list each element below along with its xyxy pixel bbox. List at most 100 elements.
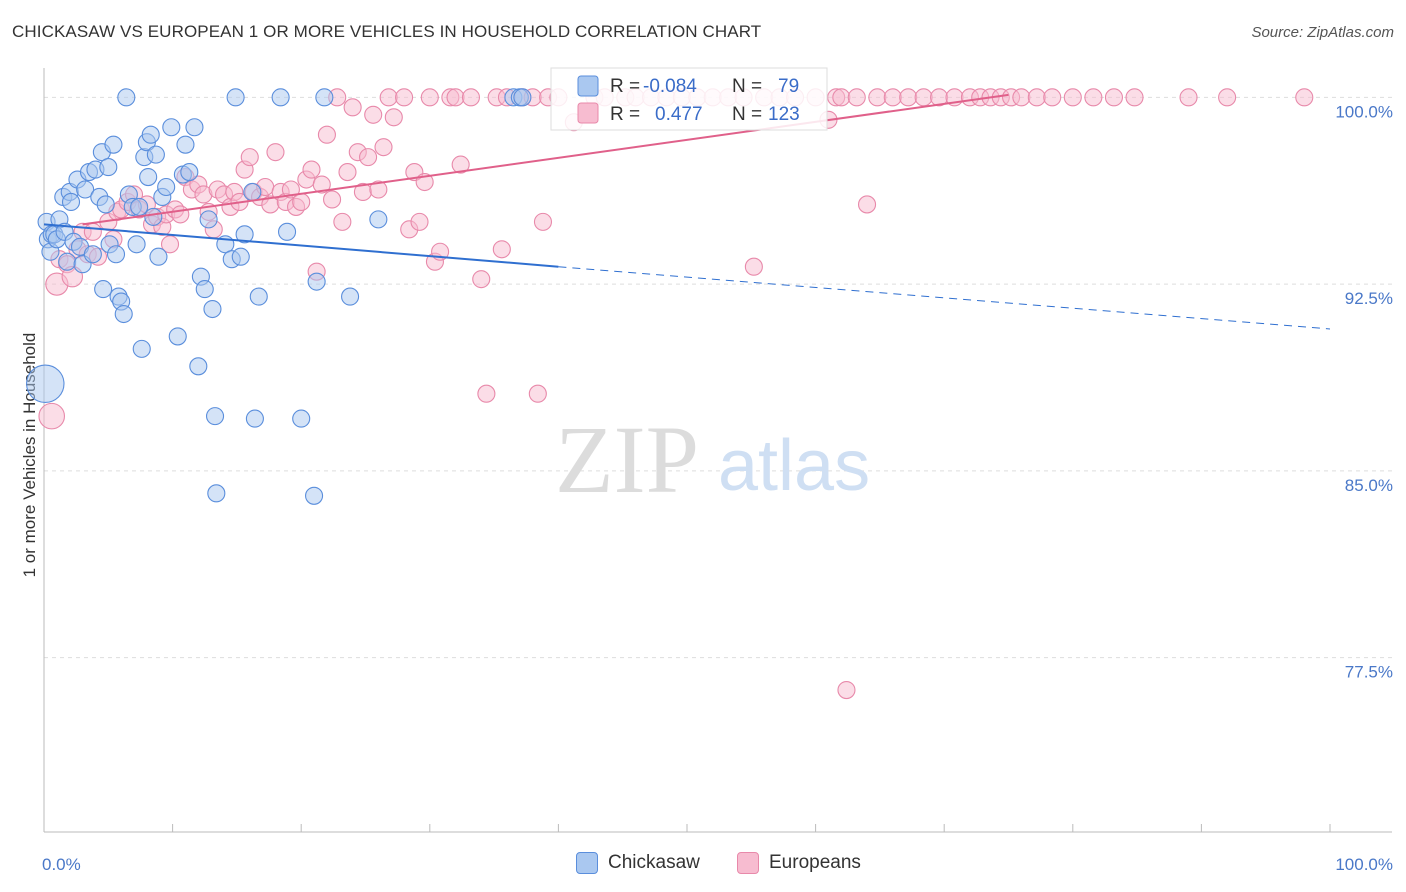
y-tick-label-2: 85.0%: [1345, 476, 1393, 495]
chickasaw-point-68: [271, 88, 290, 107]
europeans-point-24: [171, 205, 190, 224]
europeans-point-69: [410, 212, 429, 231]
y-tick-label-1: 92.5%: [1345, 289, 1393, 308]
europeans-point-132: [1295, 88, 1314, 107]
legend-r-label-europeans: R =: [610, 104, 640, 125]
chickasaw-point-78: [513, 88, 532, 107]
legend-n-value-europeans: 123: [768, 104, 800, 125]
chickasaw-point-62: [226, 88, 245, 107]
europeans-point-112: [868, 88, 887, 107]
chickasaw-point-55: [195, 280, 214, 299]
chickasaw-point-0: [26, 364, 65, 403]
chickasaw-point-53: [189, 357, 208, 376]
chickasaw-point-67: [249, 287, 268, 306]
chickasaw-point-52: [185, 118, 204, 137]
chickasaw-point-19: [83, 245, 102, 264]
chickasaw-point-46: [157, 177, 176, 197]
chickasaw-point-36: [130, 197, 149, 216]
europeans-swatch: [737, 852, 759, 874]
chickasaw-point-12: [61, 192, 81, 211]
legend-item-europeans[interactable]: Europeans: [737, 852, 861, 874]
chickasaw-point-58: [205, 407, 225, 426]
chickasaw-point-24: [96, 195, 115, 214]
europeans-point-52: [317, 125, 336, 144]
legend-item-chickasaw[interactable]: Chickasaw: [576, 852, 700, 874]
series-legend: Chickasaw Europeans: [0, 852, 1406, 878]
europeans-point-123: [1012, 88, 1031, 107]
chickasaw-point-69: [278, 222, 297, 241]
chickasaw-point-51: [180, 163, 199, 182]
chickasaw-point-64: [235, 225, 254, 244]
chart-source: Source: ZipAtlas.com: [1251, 24, 1394, 41]
europeans-point-78: [472, 270, 491, 289]
y-tick-label-3: 77.5%: [1345, 663, 1393, 682]
europeans-point-66: [395, 88, 414, 107]
europeans-point-126: [1063, 88, 1082, 107]
europeans-point-53: [323, 190, 342, 209]
europeans-point-101: [744, 257, 763, 276]
chickasaw-point-73: [315, 88, 334, 107]
chickasaw-point-17: [76, 180, 95, 199]
europeans-points: [38, 88, 1314, 700]
europeans-point-37: [240, 148, 259, 167]
europeans-trend-solid: [82, 93, 1009, 226]
chickasaw-point-47: [162, 118, 181, 137]
legend-swatch-europeans: [577, 102, 599, 124]
europeans-point-113: [883, 88, 902, 107]
europeans-point-42: [266, 143, 285, 162]
europeans-point-0: [38, 402, 66, 430]
legend-r-value-chickasaw: -0.084: [643, 76, 697, 97]
europeans-point-130: [1179, 88, 1198, 107]
europeans-point-111: [857, 195, 877, 214]
europeans-point-47: [292, 192, 311, 211]
chickasaw-point-23: [94, 280, 113, 299]
europeans-point-22: [160, 235, 180, 254]
chickasaw-point-71: [305, 486, 324, 505]
chickasaw-trend-solid: [43, 223, 559, 268]
europeans-point-57: [343, 98, 362, 117]
europeans-point-109: [837, 681, 856, 700]
legend-n-label-chickasaw: N =: [732, 76, 762, 97]
chickasaw-point-70: [292, 409, 311, 428]
chickasaw-point-66: [245, 409, 264, 428]
europeans-point-60: [359, 148, 378, 167]
europeans-point-65: [384, 108, 403, 127]
europeans-point-8: [83, 222, 102, 241]
chickasaw-point-56: [199, 210, 218, 229]
x-tick-label-min: 0.0%: [42, 855, 81, 874]
chickasaw-point-31: [114, 304, 133, 324]
chickasaw-point-10: [58, 252, 77, 271]
legend-swatch-chickasaw: [577, 75, 599, 97]
chickasaw-point-72: [307, 272, 326, 291]
europeans-point-129: [1125, 88, 1144, 107]
europeans-point-75: [446, 88, 465, 107]
chart-title: CHICKASAW VS EUROPEAN 1 OR MORE VEHICLES…: [12, 22, 762, 41]
chickasaw-point-32: [117, 88, 136, 107]
chickasaw-point-50: [176, 135, 195, 154]
trend-lines: [43, 93, 1331, 330]
chickasaw-point-35: [127, 235, 146, 254]
chickasaw-point-25: [99, 158, 118, 177]
europeans-point-61: [364, 105, 383, 124]
europeans-point-62: [369, 180, 388, 199]
europeans-point-79: [477, 384, 496, 403]
x-tick-label-max: 100.0%: [1335, 855, 1393, 874]
chickasaw-point-48: [168, 327, 187, 346]
legend-label-chickasaw: Chickasaw: [608, 852, 700, 873]
chickasaw-point-59: [207, 484, 226, 503]
legend-label-europeans: Europeans: [769, 852, 861, 873]
europeans-point-108: [832, 88, 851, 107]
chickasaw-point-74: [341, 287, 360, 306]
stats-legend: R = -0.084 N = 79 R = 0.477 N = 123: [550, 67, 828, 131]
europeans-point-55: [333, 212, 352, 231]
chickasaw-point-40: [139, 167, 158, 187]
tick-labels: 100.0% 92.5% 85.0% 77.5% 0.0% 100.0%: [42, 102, 1393, 874]
europeans-point-51: [312, 175, 331, 194]
grid-lines: [44, 96, 1392, 659]
chickasaw-points: [26, 88, 532, 505]
watermark: ZIP atlas: [555, 406, 870, 513]
europeans-point-63: [374, 138, 393, 157]
chickasaw-point-27: [104, 135, 123, 154]
chickasaw-point-43: [146, 145, 165, 164]
